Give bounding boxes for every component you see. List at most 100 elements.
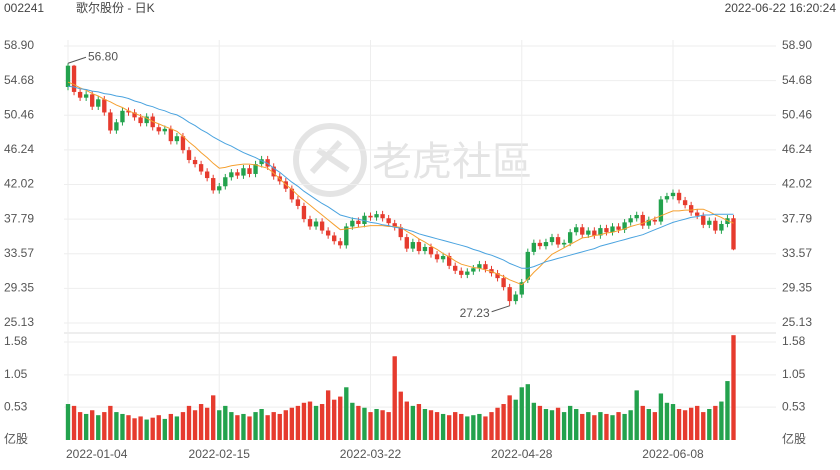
volume-bar — [186, 405, 192, 440]
candle-body — [731, 218, 736, 250]
volume-bar — [725, 381, 730, 440]
y-tick-label-right: 46.24 — [782, 142, 812, 156]
volume-bar — [313, 405, 319, 440]
candle-body — [688, 205, 694, 213]
candle-body — [465, 271, 470, 275]
candle-body — [477, 264, 482, 269]
candle-body — [446, 255, 452, 266]
candle-body — [561, 242, 567, 245]
candle-body — [701, 215, 706, 225]
volume-bar — [374, 408, 379, 440]
candle-body — [398, 227, 403, 238]
candle-body — [144, 116, 149, 124]
y-tick-label-right: 37.79 — [782, 211, 812, 225]
volume-bar — [229, 412, 234, 440]
candle-body — [198, 164, 204, 172]
volume-bar — [368, 412, 373, 440]
watermark-logo-mark — [309, 139, 350, 175]
watermark-text: 老虎社區 — [372, 139, 532, 185]
volume-bar — [628, 410, 633, 440]
y-tick-label: 42.02 — [4, 177, 34, 191]
volume-bar — [640, 405, 645, 440]
volume-bar — [277, 413, 282, 440]
volume-bar — [446, 415, 452, 440]
y-tick-label: 46.24 — [4, 142, 34, 156]
volume-bar — [362, 407, 367, 440]
candle-body — [453, 265, 458, 271]
candle-body — [368, 215, 373, 218]
high-pointer — [67, 56, 87, 64]
volume-bar — [235, 415, 240, 440]
candle-body — [416, 242, 422, 252]
candle-body — [410, 242, 416, 249]
volume-bar — [701, 412, 706, 440]
y-tick-label: 25.13 — [4, 315, 34, 329]
candle-body — [592, 230, 597, 236]
candle-body — [132, 112, 137, 118]
low-label: 27.23 — [460, 306, 490, 320]
volume-bar — [138, 416, 143, 440]
candle-body — [580, 227, 585, 235]
volume-bar — [108, 405, 113, 440]
candle-body — [313, 221, 319, 227]
candle-body — [83, 94, 89, 98]
volume-bar — [198, 404, 204, 440]
y-tick-label: 58.90 — [4, 38, 34, 52]
volume-bar — [283, 410, 288, 440]
volume-bar — [604, 413, 609, 440]
candle-body — [90, 94, 95, 107]
y-tick-label-right: 42.02 — [782, 177, 812, 191]
volume-bar — [168, 413, 174, 440]
volume-bar — [574, 408, 579, 440]
candle-body — [138, 117, 143, 124]
volume-bar — [658, 393, 664, 440]
candle-body — [247, 168, 252, 174]
candle-body — [428, 246, 434, 255]
volume-bar — [453, 412, 458, 440]
candle-body — [676, 192, 682, 201]
volume-bar — [555, 407, 561, 440]
volume-bar — [162, 418, 167, 440]
y-tick-label: 33.57 — [4, 246, 34, 260]
volume-bar — [180, 412, 186, 440]
volume-bar — [646, 408, 651, 440]
candle-body — [120, 110, 125, 123]
y-tick-label-right: 58.90 — [782, 38, 812, 52]
volume-bar — [465, 416, 470, 440]
stock-name: 歌尔股份 - 日K — [76, 0, 155, 15]
volume-bar — [90, 410, 95, 440]
volume-bar — [223, 405, 228, 440]
volume-bar — [676, 408, 682, 440]
candle-body — [404, 237, 409, 249]
candle-body — [531, 242, 537, 252]
candle-body — [259, 159, 264, 165]
volume-bar — [695, 405, 700, 440]
candle-body — [96, 99, 101, 107]
candle-body — [543, 242, 549, 247]
candle-body — [422, 246, 428, 252]
x-tick-label: 2022-06-08 — [642, 447, 704, 461]
volume-bar — [211, 395, 216, 440]
volume-bar — [392, 356, 397, 440]
candle-body — [344, 226, 349, 246]
candle-body — [192, 160, 198, 165]
volume-tick-label: 0.53 — [4, 399, 28, 413]
volume-bar — [404, 401, 409, 440]
candle-body — [610, 226, 615, 233]
candle-body — [567, 232, 573, 243]
volume-bar — [344, 387, 349, 440]
x-tick-label: 2022-02-15 — [189, 447, 251, 461]
candle-body — [271, 166, 276, 177]
volume-bar — [295, 405, 301, 440]
volume-bar — [192, 410, 198, 440]
candle-body — [707, 220, 712, 225]
candle-body — [229, 172, 234, 178]
volume-bar — [174, 416, 180, 440]
stock-code: 002241 — [4, 1, 44, 15]
timestamp: 2022-06-22 16:20:24 — [725, 1, 837, 15]
volume-bar — [259, 408, 264, 440]
volume-bar — [356, 405, 361, 440]
candle-body — [719, 223, 724, 231]
candle-body — [598, 228, 603, 236]
